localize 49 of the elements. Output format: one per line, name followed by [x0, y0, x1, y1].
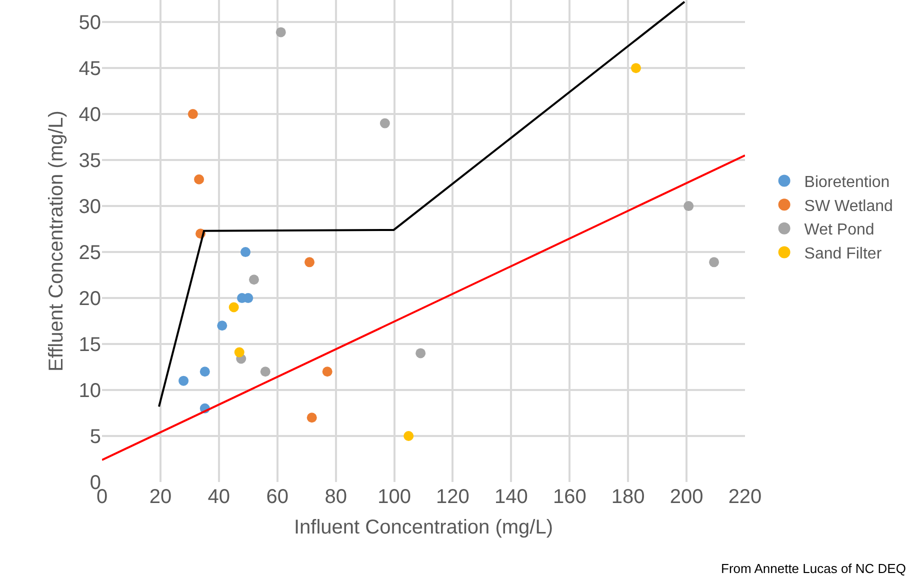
point — [178, 376, 189, 386]
y-tick-label: 25 — [78, 242, 101, 264]
legend-label: Sand Filter — [804, 245, 882, 262]
legend-label: Bioretention — [804, 174, 890, 192]
x-tick-label: 160 — [552, 486, 586, 508]
point — [416, 348, 426, 358]
x-tick-label: 80 — [324, 486, 347, 508]
x-tick-label: 40 — [208, 486, 230, 508]
point — [404, 431, 414, 442]
x-tick-label: 120 — [436, 486, 470, 508]
y-tick-label: 35 — [78, 150, 101, 172]
y-tick-label: 10 — [78, 380, 101, 402]
y-tick-label: 15 — [78, 334, 101, 356]
point — [304, 257, 315, 268]
point — [260, 366, 270, 377]
point — [630, 63, 641, 74]
point — [248, 274, 259, 285]
line-series — [158, 0, 686, 408]
x-axis-title: Influent Concentration (mg/L) — [294, 516, 554, 538]
point — [306, 412, 317, 423]
point — [188, 109, 198, 120]
x-tick-label: 180 — [611, 486, 645, 508]
y-tick-label: 40 — [78, 104, 101, 126]
point — [240, 247, 251, 258]
point — [276, 27, 286, 38]
point — [234, 347, 244, 358]
x-tick-label: 20 — [149, 486, 172, 508]
y-tick-label: 45 — [78, 58, 101, 80]
legend-label: Wet Pond — [804, 222, 874, 239]
x-tick-label: 60 — [266, 486, 288, 508]
point — [200, 366, 210, 377]
point — [380, 118, 390, 128]
point — [322, 366, 332, 377]
y-axis-title: Effluent Concentration (mg/L) — [45, 110, 68, 372]
x-tick-label: 200 — [670, 486, 704, 508]
x-tick-label: 220 — [728, 486, 762, 508]
y-tick-label: 50 — [78, 12, 101, 34]
x-tick-label: 100 — [378, 486, 411, 508]
point — [709, 257, 720, 268]
y-tick-label: 30 — [78, 196, 101, 218]
point — [217, 320, 228, 331]
text: From Annette Lucas of NC DEQ — [721, 561, 906, 576]
point — [228, 302, 239, 312]
y-tick-label: 20 — [78, 288, 101, 310]
legend-label: SW Wetland — [804, 198, 893, 215]
point — [194, 174, 204, 184]
x-tick-label: 140 — [494, 486, 528, 508]
point — [684, 201, 694, 212]
y-tick-label: 5 — [90, 426, 101, 448]
